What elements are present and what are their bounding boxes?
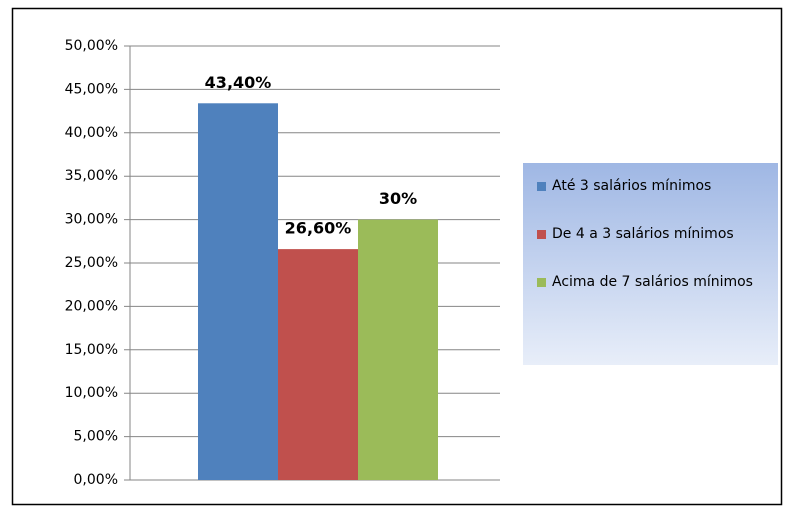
y-tick-label: 0,00%	[74, 472, 118, 488]
y-tick-label: 30,00%	[65, 212, 118, 228]
y-tick-label: 50,00%	[65, 38, 118, 54]
legend-entry: Acima de 7 salários mínimos	[537, 271, 772, 293]
legend-label: Até 3 salários mínimos	[552, 178, 712, 194]
legend-entry: De 4 a 3 salários mínimos	[537, 223, 772, 245]
y-tick-label: 35,00%	[65, 168, 118, 184]
legend-swatch	[537, 230, 546, 239]
y-tick-label: 25,00%	[65, 255, 118, 271]
y-tick-label: 10,00%	[65, 385, 118, 401]
legend: Até 3 salários mínimos De 4 a 3 salários …	[523, 163, 778, 365]
legend-entry: Até 3 salários mínimos	[537, 175, 772, 197]
bar	[198, 103, 278, 481]
value-label: 30%	[379, 189, 417, 208]
value-label: 26,60%	[285, 219, 352, 238]
y-tick-label: 40,00%	[65, 125, 118, 141]
y-tick-label: 45,00%	[65, 81, 118, 97]
legend-swatch	[537, 278, 546, 287]
value-label: 43,40%	[205, 73, 272, 92]
y-tick-label: 15,00%	[65, 342, 118, 358]
y-tick-label: 5,00%	[74, 429, 118, 445]
legend-label: Acima de 7 salários mínimos	[552, 274, 753, 290]
bar	[278, 249, 358, 480]
legend-swatch	[537, 182, 546, 191]
y-tick-label: 20,00%	[65, 298, 118, 314]
legend-label: De 4 a 3 salários mínimos	[552, 226, 734, 242]
bar	[358, 219, 438, 480]
